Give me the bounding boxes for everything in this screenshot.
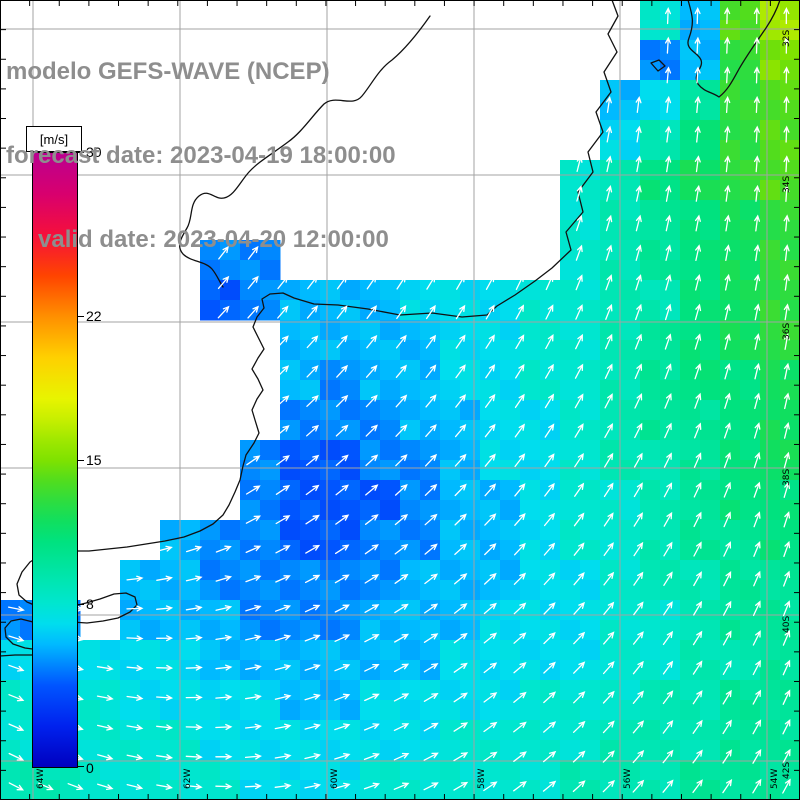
lon-label: 62W: [183, 769, 193, 789]
colorbar-unit-label: [m/s]: [26, 126, 82, 152]
lon-label: 54W: [770, 769, 780, 789]
lat-label: 36S: [782, 323, 792, 340]
valid-date-label: valid date: 2023-04-20 12:00:00: [38, 226, 389, 253]
colorbar-tick-label: 0: [86, 760, 94, 776]
lon-label: 56W: [623, 769, 633, 789]
colorbar-tick-mark: [78, 460, 84, 461]
colorbar-tick-label: 8: [86, 595, 94, 612]
lon-label: 60W: [330, 769, 340, 789]
lat-label: 42S: [782, 762, 792, 779]
colorbar-tick-mark: [78, 766, 84, 767]
lat-label: 40S: [782, 616, 792, 633]
lat-label: 38S: [782, 469, 792, 486]
lat-label: 34S: [782, 176, 792, 193]
map-title-block: modelo GEFS-WAVE (NCEP) forecast date: 2…: [6, 2, 396, 310]
graticule-labels: 32S 34S 36S 38S 40S 42S 64W 62W 60W 58W 56W 54W: [36, 30, 792, 789]
lon-label: 64W: [36, 769, 46, 789]
lat-label: 32S: [782, 30, 792, 47]
colorbar-tick-label: 15: [86, 452, 102, 468]
colorbar-tick-mark: [78, 316, 84, 318]
model-title: modelo GEFS-WAVE (NCEP): [6, 58, 330, 85]
colorbar-tick-mark: [78, 603, 84, 605]
colorbar-gradient: [32, 152, 78, 768]
colorbar-tick-label: 30: [86, 144, 102, 160]
colorbar-tick-mark: [78, 152, 84, 153]
lon-label: 58W: [477, 769, 487, 789]
colorbar-tick-label: 22: [86, 308, 102, 325]
forecast-date-label: forecast date: 2023-04-19 18:00:00: [6, 142, 396, 169]
